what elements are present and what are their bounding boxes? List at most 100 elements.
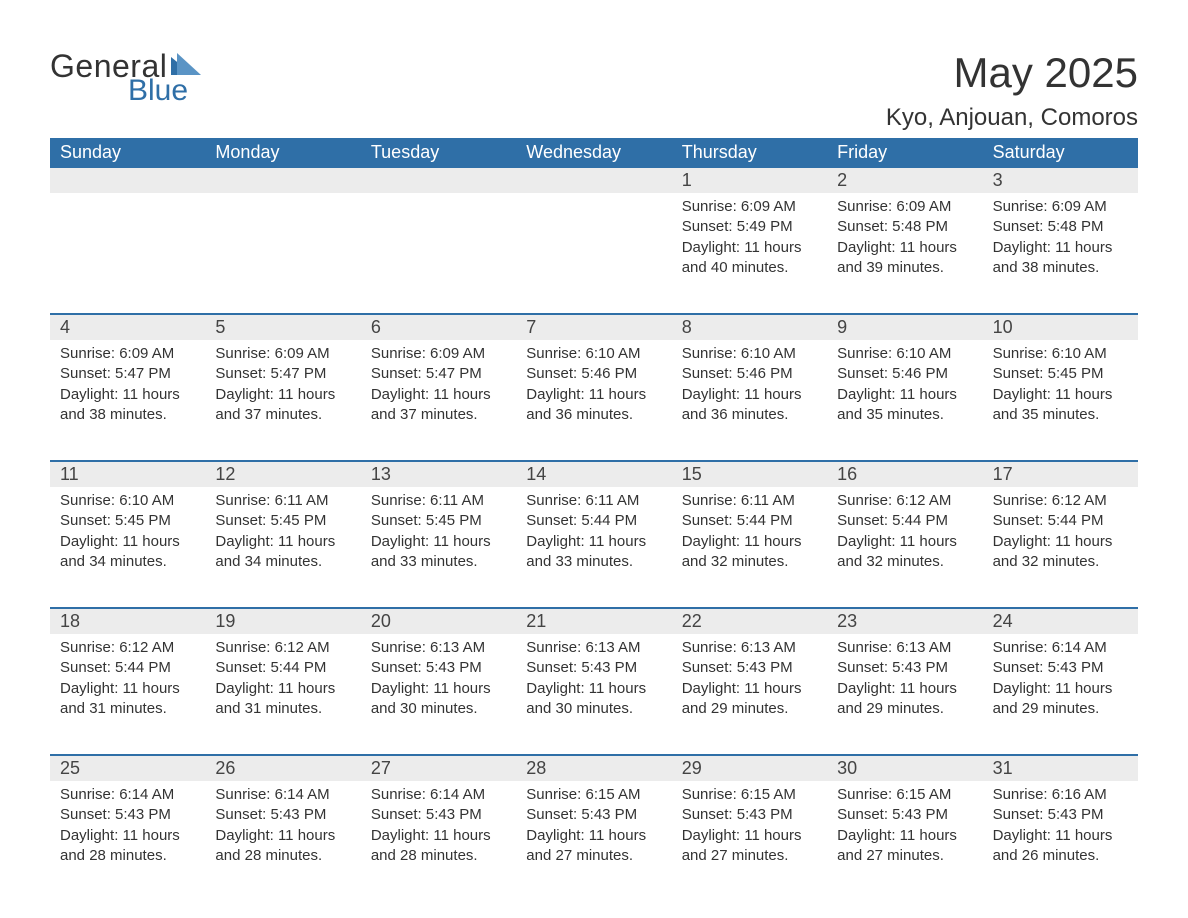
calendar-page: General Blue May 2025 Kyo, Anjouan, Como…	[0, 0, 1188, 918]
sunrise-text: Sunrise: 6:11 AM	[526, 491, 661, 511]
day-body-row: Sunrise: 6:14 AMSunset: 5:43 PMDaylight:…	[50, 781, 1138, 873]
sunset-text: Sunset: 5:43 PM	[60, 805, 195, 825]
day-number: 1	[672, 168, 827, 193]
sunrise-text: Sunrise: 6:13 AM	[526, 638, 661, 658]
day-cell: Sunrise: 6:09 AMSunset: 5:47 PMDaylight:…	[361, 340, 516, 432]
daylight-text: Daylight: 11 hours	[215, 532, 350, 552]
calendar-week: 11121314151617Sunrise: 6:10 AMSunset: 5:…	[50, 460, 1138, 579]
daylight-text: and 32 minutes.	[682, 552, 817, 572]
day-number	[50, 168, 205, 193]
day-number	[516, 168, 671, 193]
weekday-header: Wednesday	[516, 138, 671, 168]
sunrise-text: Sunrise: 6:10 AM	[60, 491, 195, 511]
daylight-text: and 30 minutes.	[371, 699, 506, 719]
day-number: 11	[50, 462, 205, 487]
daylight-text: and 28 minutes.	[215, 846, 350, 866]
weekday-header: Monday	[205, 138, 360, 168]
day-number: 4	[50, 315, 205, 340]
day-number: 9	[827, 315, 982, 340]
day-cell: Sunrise: 6:15 AMSunset: 5:43 PMDaylight:…	[516, 781, 671, 873]
day-number: 10	[983, 315, 1138, 340]
daylight-text: Daylight: 11 hours	[837, 826, 972, 846]
day-cell: Sunrise: 6:11 AMSunset: 5:45 PMDaylight:…	[205, 487, 360, 579]
daylight-text: and 37 minutes.	[371, 405, 506, 425]
sunset-text: Sunset: 5:47 PM	[215, 364, 350, 384]
day-number: 18	[50, 609, 205, 634]
daylight-text: Daylight: 11 hours	[682, 826, 817, 846]
sunrise-text: Sunrise: 6:13 AM	[837, 638, 972, 658]
calendar-week: 25262728293031Sunrise: 6:14 AMSunset: 5:…	[50, 754, 1138, 873]
daylight-text: and 32 minutes.	[837, 552, 972, 572]
sunset-text: Sunset: 5:43 PM	[682, 658, 817, 678]
day-cell: Sunrise: 6:13 AMSunset: 5:43 PMDaylight:…	[672, 634, 827, 726]
daylight-text: and 28 minutes.	[60, 846, 195, 866]
daylight-text: and 27 minutes.	[682, 846, 817, 866]
daylight-text: Daylight: 11 hours	[215, 385, 350, 405]
daylight-text: Daylight: 11 hours	[993, 532, 1128, 552]
daylight-text: Daylight: 11 hours	[993, 385, 1128, 405]
sunset-text: Sunset: 5:43 PM	[371, 658, 506, 678]
day-cell: Sunrise: 6:10 AMSunset: 5:45 PMDaylight:…	[50, 487, 205, 579]
sunrise-text: Sunrise: 6:12 AM	[60, 638, 195, 658]
day-cell: Sunrise: 6:10 AMSunset: 5:46 PMDaylight:…	[516, 340, 671, 432]
day-number: 20	[361, 609, 516, 634]
day-number: 12	[205, 462, 360, 487]
daylight-text: Daylight: 11 hours	[60, 385, 195, 405]
daylight-text: and 31 minutes.	[215, 699, 350, 719]
daylight-text: and 34 minutes.	[60, 552, 195, 572]
daylight-text: Daylight: 11 hours	[526, 679, 661, 699]
day-cell	[205, 193, 360, 285]
sunset-text: Sunset: 5:43 PM	[682, 805, 817, 825]
daylight-text: Daylight: 11 hours	[682, 385, 817, 405]
daylight-text: and 37 minutes.	[215, 405, 350, 425]
sunrise-text: Sunrise: 6:09 AM	[60, 344, 195, 364]
sunrise-text: Sunrise: 6:09 AM	[837, 197, 972, 217]
day-number: 16	[827, 462, 982, 487]
month-title: May 2025	[886, 50, 1138, 96]
day-number-row: 25262728293031	[50, 756, 1138, 781]
day-number-row: 123	[50, 168, 1138, 193]
daylight-text: Daylight: 11 hours	[60, 679, 195, 699]
day-number: 22	[672, 609, 827, 634]
daylight-text: Daylight: 11 hours	[60, 532, 195, 552]
sunset-text: Sunset: 5:47 PM	[371, 364, 506, 384]
sunrise-text: Sunrise: 6:11 AM	[215, 491, 350, 511]
daylight-text: Daylight: 11 hours	[682, 532, 817, 552]
location-subtitle: Kyo, Anjouan, Comoros	[886, 104, 1138, 132]
day-cell: Sunrise: 6:09 AMSunset: 5:49 PMDaylight:…	[672, 193, 827, 285]
weekday-header: Thursday	[672, 138, 827, 168]
sunset-text: Sunset: 5:48 PM	[993, 217, 1128, 237]
daylight-text: Daylight: 11 hours	[526, 826, 661, 846]
weeks-container: 123Sunrise: 6:09 AMSunset: 5:49 PMDaylig…	[50, 168, 1138, 873]
sunrise-text: Sunrise: 6:09 AM	[371, 344, 506, 364]
brand-logo: General Blue	[50, 50, 201, 106]
daylight-text: Daylight: 11 hours	[993, 238, 1128, 258]
day-number: 7	[516, 315, 671, 340]
day-body-row: Sunrise: 6:12 AMSunset: 5:44 PMDaylight:…	[50, 634, 1138, 726]
sunrise-text: Sunrise: 6:11 AM	[371, 491, 506, 511]
day-cell: Sunrise: 6:09 AMSunset: 5:47 PMDaylight:…	[50, 340, 205, 432]
day-number: 27	[361, 756, 516, 781]
brand-blue-text: Blue	[128, 76, 188, 106]
sunrise-text: Sunrise: 6:12 AM	[837, 491, 972, 511]
day-cell	[516, 193, 671, 285]
day-cell: Sunrise: 6:10 AMSunset: 5:45 PMDaylight:…	[983, 340, 1138, 432]
page-header: General Blue May 2025 Kyo, Anjouan, Como…	[50, 50, 1138, 132]
daylight-text: Daylight: 11 hours	[526, 532, 661, 552]
day-number	[361, 168, 516, 193]
day-cell: Sunrise: 6:12 AMSunset: 5:44 PMDaylight:…	[205, 634, 360, 726]
day-body-row: Sunrise: 6:09 AMSunset: 5:49 PMDaylight:…	[50, 193, 1138, 285]
daylight-text: and 29 minutes.	[682, 699, 817, 719]
calendar-week: 123Sunrise: 6:09 AMSunset: 5:49 PMDaylig…	[50, 168, 1138, 285]
weekday-header: Tuesday	[361, 138, 516, 168]
sunset-text: Sunset: 5:45 PM	[993, 364, 1128, 384]
day-cell: Sunrise: 6:14 AMSunset: 5:43 PMDaylight:…	[50, 781, 205, 873]
sunset-text: Sunset: 5:44 PM	[837, 511, 972, 531]
sunset-text: Sunset: 5:43 PM	[993, 658, 1128, 678]
sunrise-text: Sunrise: 6:15 AM	[682, 785, 817, 805]
sunset-text: Sunset: 5:46 PM	[837, 364, 972, 384]
daylight-text: and 30 minutes.	[526, 699, 661, 719]
daylight-text: Daylight: 11 hours	[682, 679, 817, 699]
sunrise-text: Sunrise: 6:11 AM	[682, 491, 817, 511]
sunrise-text: Sunrise: 6:14 AM	[371, 785, 506, 805]
